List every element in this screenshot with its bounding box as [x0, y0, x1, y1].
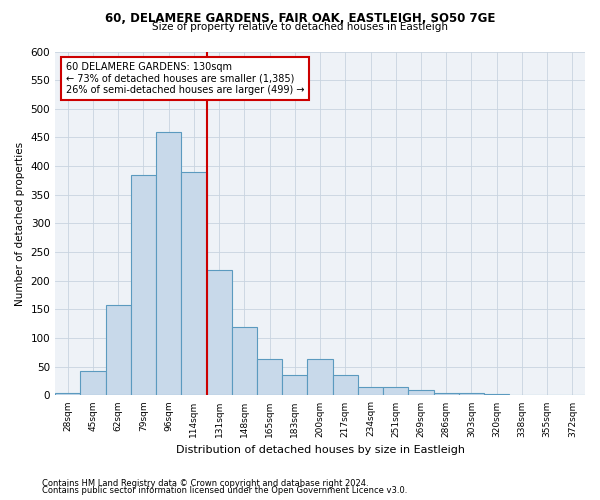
Bar — [80, 372, 106, 396]
Bar — [156, 132, 181, 396]
Bar — [106, 305, 131, 396]
Bar — [535, 395, 560, 396]
Bar — [55, 392, 80, 396]
Bar — [257, 360, 282, 396]
Bar — [282, 376, 307, 396]
Bar — [434, 392, 459, 396]
Text: 60 DELAMERE GARDENS: 130sqm
← 73% of detached houses are smaller (1,385)
26% of : 60 DELAMERE GARDENS: 130sqm ← 73% of det… — [66, 62, 304, 95]
Bar — [332, 376, 358, 396]
Bar — [307, 360, 332, 396]
Bar — [509, 395, 535, 396]
Bar — [484, 394, 509, 396]
Bar — [560, 395, 585, 396]
X-axis label: Distribution of detached houses by size in Eastleigh: Distribution of detached houses by size … — [176, 445, 464, 455]
Text: Size of property relative to detached houses in Eastleigh: Size of property relative to detached ho… — [152, 22, 448, 32]
Y-axis label: Number of detached properties: Number of detached properties — [15, 142, 25, 306]
Text: Contains public sector information licensed under the Open Government Licence v3: Contains public sector information licen… — [42, 486, 407, 495]
Bar — [232, 326, 257, 396]
Bar — [131, 174, 156, 396]
Text: Contains HM Land Registry data © Crown copyright and database right 2024.: Contains HM Land Registry data © Crown c… — [42, 478, 368, 488]
Bar — [409, 390, 434, 396]
Bar — [181, 172, 206, 396]
Text: 60, DELAMERE GARDENS, FAIR OAK, EASTLEIGH, SO50 7GE: 60, DELAMERE GARDENS, FAIR OAK, EASTLEIG… — [105, 12, 495, 26]
Bar — [206, 270, 232, 396]
Bar — [383, 387, 409, 396]
Bar — [358, 387, 383, 396]
Bar — [459, 392, 484, 396]
